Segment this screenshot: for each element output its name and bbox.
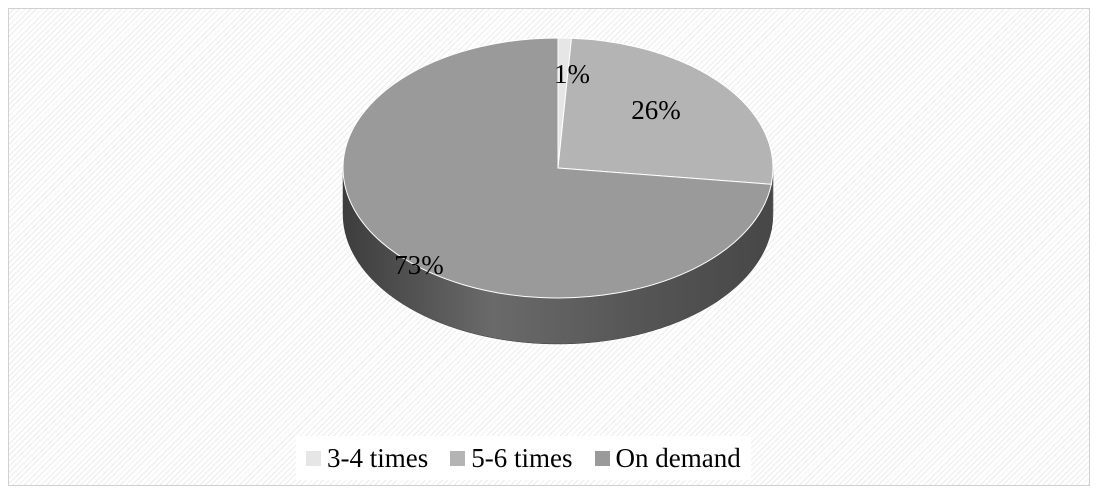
legend-swatch-5-6-times (450, 450, 466, 466)
legend-swatch-3-4-times (306, 450, 321, 466)
legend-label-5-6-times: 5-6 times (471, 442, 573, 473)
legend-swatch-on-demand (594, 450, 610, 466)
pie-data-labels: 1% 26% 73% (394, 59, 681, 280)
data-label-5-6-times: 26% (631, 95, 681, 125)
legend-label-3-4-times: 3-4 times (327, 442, 429, 473)
legend-label-on-demand: On demand (615, 442, 741, 473)
legend-item-3-4-times: 3-4 times (306, 443, 428, 474)
pie-slice-5-6-times (557, 37, 774, 185)
pie-chart: 1% 26% 73% (342, 37, 774, 345)
legend: 3-4 times 5-6 times On demand (296, 436, 751, 480)
pie-slices (342, 37, 774, 299)
chart-area: 1% 26% 73% 3-4 times 5-6 times On demand (8, 8, 1090, 486)
data-label-on-demand: 73% (394, 250, 444, 280)
legend-item-on-demand: On demand (594, 442, 741, 474)
data-label-3-4-times: 1% (554, 59, 590, 89)
pie-slice-on-demand (342, 37, 772, 299)
legend-item-5-6-times: 5-6 times (450, 442, 573, 474)
